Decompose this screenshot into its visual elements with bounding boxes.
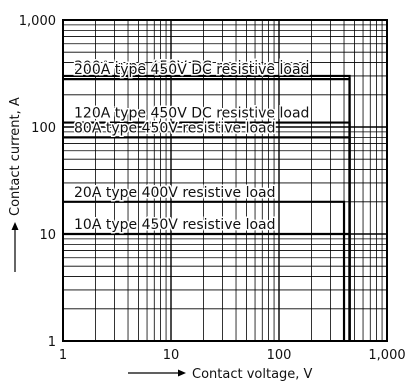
x-axis-label: Contact voltage, V — [192, 367, 313, 382]
x-tick-labels: 1 10 100 1,000 — [59, 348, 406, 363]
y-tick-label: 1 — [48, 335, 56, 350]
x-tick-label: 1,000 — [368, 348, 405, 363]
series-label: 120A type 450V DC resistive load — [74, 106, 309, 122]
x-tick-label: 100 — [267, 348, 292, 363]
series-label: 20A type 400V resistive load — [74, 185, 276, 201]
y-tick-label: 10 — [39, 228, 56, 243]
y-axis-arrow-head — [11, 222, 19, 230]
series-line — [63, 232, 351, 341]
y-axis-label: Contact current, A — [8, 97, 23, 216]
series-label: 10A type 450V resistive load — [74, 217, 276, 233]
series-label: 200A type 450V DC resistive load — [74, 62, 309, 78]
x-tick-label: 1 — [59, 348, 67, 363]
y-tick-labels: 1 10 100 1,000 — [19, 14, 56, 350]
x-axis-arrow-head — [178, 369, 186, 377]
grid — [62, 19, 388, 342]
series-label: 80A type 450V resistive load — [74, 120, 276, 136]
x-tick-label: 10 — [163, 348, 180, 363]
plot-frame — [62, 19, 388, 342]
x-axis-title: Contact voltage, V — [128, 367, 313, 382]
curves — [63, 74, 351, 341]
y-axis-title: Contact current, A — [8, 97, 23, 272]
series-line — [63, 200, 346, 341]
y-tick-label: 1,000 — [19, 14, 56, 29]
series-label: 300A type 450V DC resistive load — [74, 59, 309, 75]
y-tick-label: 100 — [31, 121, 56, 136]
